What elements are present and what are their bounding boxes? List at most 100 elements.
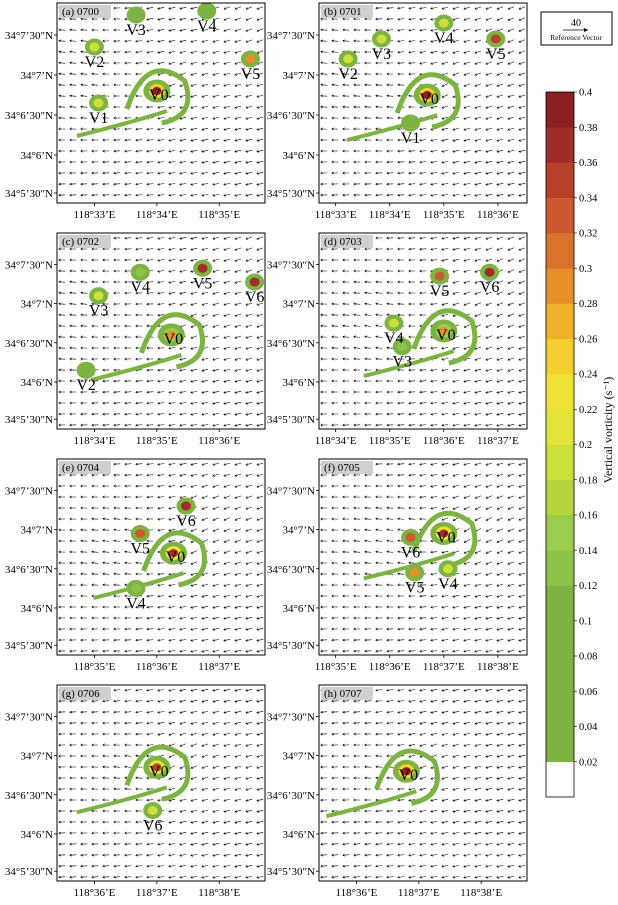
colorbar: 0.02 0.04 0.06 0.08 0.1 0.12 0.14 0.16 0.18 0.2 0.… (545, 88, 598, 798)
colorbar-tick-label: 0.12 (579, 581, 597, 592)
vortex-v0: V0 (363, 308, 478, 378)
vortex-label: V4 (438, 576, 458, 593)
y-tick-label: 34°6’N (20, 377, 53, 389)
y-tick-label: 34°6’30″N (5, 564, 53, 576)
vortex-v5: V5 (405, 564, 425, 597)
vortex-label: V6 (480, 279, 500, 296)
vortex-label: V3 (126, 22, 146, 39)
y-tick-label: 34°7’N (20, 70, 53, 82)
colorbar-tick-label: 0.2 (579, 440, 592, 451)
colorbar-tick-label: 0.08 (579, 652, 597, 663)
vortex-v0: V0 (76, 68, 191, 138)
vortex-v0: V0 (363, 510, 478, 581)
vortex-v5: V5 (430, 267, 449, 300)
reference-vector-box: 40 Reference Vector (540, 11, 613, 46)
x-tick-label: 118°34’E (74, 435, 116, 447)
vortex-v4: V4 (197, 3, 217, 35)
vortex-label: V5 (130, 540, 150, 557)
colorbar-segment (546, 162, 574, 199)
x-tick-label: 118°37’E (398, 887, 440, 899)
colorbar-segment (546, 92, 574, 128)
vortex-label: V5 (405, 580, 425, 597)
y-tick-label: 34°6’30″N (5, 790, 53, 802)
colorbar-segment (546, 303, 574, 340)
x-tick-label: 118°35’E (369, 435, 411, 447)
y-tick-label: 34°7’30″N (267, 259, 315, 271)
colorbar-tick-label: 0.32 (579, 229, 597, 240)
panel-label: (g) 0706 (59, 687, 111, 700)
vortex-label: V4 (434, 30, 454, 47)
svg-text:(f) 0705: (f) 0705 (324, 462, 360, 474)
vortex-v0: V0 (92, 530, 207, 601)
y-tick-label: 34°6’30″N (5, 338, 53, 350)
vortex-v0: V0 (325, 748, 440, 819)
x-tick-label: 118°33’E (315, 209, 357, 221)
vortex-v0: V0 (76, 744, 191, 815)
colorbar-tick-label: 0.38 (579, 123, 597, 134)
colorbar-tick-label: 0.24 (579, 370, 598, 381)
x-tick-label: 118°36’E (74, 887, 116, 899)
y-tick-label: 34°6’N (282, 377, 315, 389)
y-tick-label: 34°7’30″N (267, 485, 315, 497)
vortex-v2: V2 (85, 38, 104, 71)
panels-group: V0 V1 V2 V3 V4 V5 (a) 0700 34°7’30″N 34°7’N 34°6’… (5, 2, 528, 899)
svg-text:(c) 0702: (c) 0702 (62, 236, 99, 248)
vortex-v5: V5 (241, 50, 260, 83)
colorbar-segment (546, 409, 574, 445)
x-tick-label: 118°37’E (136, 887, 178, 899)
svg-text:(b) 0701: (b) 0701 (324, 6, 362, 18)
panel-h: V0 (h) 0707 34°7’30″N 34°7’N 34°6’30″N 34°6’N… (267, 684, 528, 899)
vortex-v5: V5 (130, 524, 150, 557)
panel-d: V0 V3 V4 V5 V6 (d) 0703 34°7’30″N 34°7’N 34°6’30… (267, 232, 528, 447)
y-tick-label: 34°6’30″N (267, 564, 315, 576)
x-tick-label: 118°35’E (74, 661, 116, 673)
vortex-label: V4 (130, 279, 150, 296)
vortex-label: V5 (486, 46, 506, 63)
y-tick-label: 34°5’30″N (5, 640, 53, 652)
y-tick-label: 34°5’30″N (267, 414, 315, 426)
vortex-v3: V3 (372, 30, 392, 63)
colorbar-tick-label: 0.4 (579, 88, 593, 99)
vortex-label: V1 (401, 130, 421, 147)
colorbar-segment (546, 656, 574, 692)
vortex-label: V3 (89, 303, 109, 320)
colorbar-segment (546, 444, 574, 481)
svg-text:(h) 0707: (h) 0707 (324, 688, 362, 700)
colorbar-tick-label: 0.28 (579, 299, 597, 310)
colorbar-tick-label: 0.34 (579, 193, 598, 204)
panel-c: V0 V2 V3 V4 V5 V6 (c) 0702 34°7’30″N 34°7’N 34°6’… (5, 232, 266, 447)
x-tick-label: 118°34’E (369, 209, 411, 221)
colorbar-tick-label: 0.16 (579, 511, 597, 522)
colorbar-segment (546, 515, 574, 551)
y-tick-label: 34°5’30″N (5, 414, 53, 426)
vortex-label: V3 (372, 46, 392, 63)
panel-label: (f) 0705 (321, 461, 373, 474)
svg-text:(e) 0704: (e) 0704 (62, 462, 99, 474)
panel-label: (h) 0707 (321, 687, 373, 700)
panel-a: V0 V1 V2 V3 V4 V5 (a) 0700 34°7’30″N 34°7’N 34°6’… (5, 2, 266, 221)
vortex-label: V0 (166, 549, 186, 566)
colorbar-tick-label: 0.1 (579, 616, 592, 627)
vortex-label: V5 (193, 275, 213, 292)
x-tick-label: 118°36’E (369, 661, 411, 673)
vortex-label: V4 (384, 330, 404, 347)
vortex-v1: V1 (89, 94, 108, 127)
x-tick-label: 118°35’E (423, 209, 465, 221)
y-tick-label: 34°7’30″N (267, 711, 315, 723)
vortex-v3: V3 (126, 6, 146, 39)
colorbar-tick-label: 0.22 (579, 405, 597, 416)
vortex-v3: V3 (89, 287, 109, 320)
vortex-label: V6 (245, 289, 265, 306)
colorbar-segment (546, 197, 574, 234)
vortex-v6: V6 (143, 801, 162, 834)
vortex-v6: V6 (176, 497, 196, 530)
x-tick-label: 118°36’E (136, 661, 178, 673)
x-tick-label: 118°36’E (423, 435, 465, 447)
y-tick-label: 34°5’30″N (5, 866, 53, 878)
y-tick-label: 34°7’30″N (267, 30, 315, 42)
colorbar-tick-label: 0.26 (579, 334, 597, 345)
vortex-v6: V6 (245, 273, 265, 306)
colorbar-tick-label: 0.06 (579, 687, 597, 698)
x-tick-label: 118°36’E (336, 887, 378, 899)
